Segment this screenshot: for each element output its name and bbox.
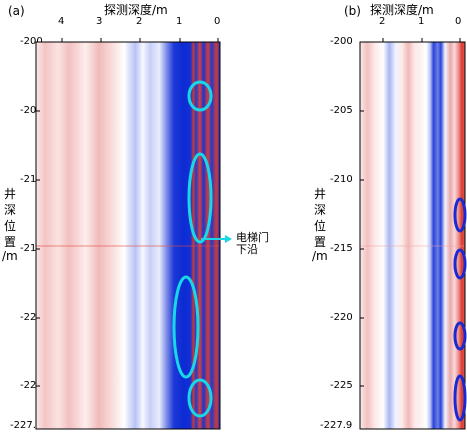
panel-b-y-tick: -227.9	[320, 420, 353, 431]
panel-a-highlight	[187, 152, 213, 244]
panel-b-y-tick: -200	[330, 36, 353, 47]
panel-a-y-tick: -225	[20, 380, 43, 391]
panel-a-x-tick-0: 0	[214, 16, 221, 27]
panel-b-y-ticks	[360, 41, 364, 387]
panel-a-y-tick: -205	[20, 105, 43, 116]
panel-a-y-tick: -227.9	[10, 420, 43, 431]
panel-a-label: (a)	[8, 4, 25, 18]
panel-a-y-title-char: 置	[4, 235, 17, 249]
panel-a-y-title-char: 井	[4, 187, 17, 201]
panel-a-y-tick: -220	[20, 312, 43, 323]
panel-b-highlight	[453, 248, 467, 280]
panel-b-highlight	[453, 197, 467, 233]
panel-a-y-title-char: /m	[2, 249, 18, 263]
panel-a-radar-image	[36, 42, 220, 429]
panel-b-x-tick-2: 2	[379, 16, 386, 27]
panel-a-y-title-char: 深	[4, 203, 17, 217]
panel-a-y-tick: -215	[20, 243, 43, 254]
panel-b-highlight	[453, 321, 467, 351]
panel-b-y-tick: -205	[330, 105, 353, 116]
panel-b-frame	[359, 41, 466, 430]
panel-b-label: (b)	[344, 4, 361, 18]
panel-b-highlight	[453, 374, 467, 422]
panel-a-x-tick-2: 2	[136, 16, 143, 27]
panel-a-highlight-ellipses	[172, 80, 213, 418]
panel-b-x-title: 探测深度/m	[370, 3, 434, 17]
panel-a-y-tick: -210	[20, 174, 43, 185]
panel-b-y-title-char: 置	[314, 235, 327, 249]
panel-a-highlight	[187, 80, 213, 112]
panel-a-y-title-char: 位	[4, 219, 17, 233]
panel-b-y-tick: -220	[330, 312, 353, 323]
panel-a-highlight	[172, 275, 200, 379]
panel-b-radar-image	[360, 42, 465, 429]
panel-b-highlight-ellipses	[453, 197, 467, 422]
panel-b-x-tick-0: 0	[455, 16, 462, 27]
panel-a-y-tick: -200	[20, 36, 43, 47]
panel-b-x-ticks	[382, 38, 461, 42]
panel-a-frame	[35, 41, 221, 430]
panel-b-y-tick: -210	[330, 174, 353, 185]
panel-a-y-ticks	[36, 41, 40, 387]
panel-b-y-title-char: /m	[312, 249, 328, 263]
panel-a-x-ticks	[61, 38, 219, 42]
panel-b-x-tick-1: 1	[418, 16, 425, 27]
panel-b-y-tick: -215	[330, 243, 353, 254]
panel-a-annotation: 电梯门 下沿	[236, 231, 269, 256]
panel-a-highlight	[187, 378, 213, 418]
annotation-arrow-head	[225, 235, 232, 243]
panel-b-y-title-char: 位	[314, 219, 327, 233]
panel-a-x-tick-4: 4	[58, 16, 65, 27]
panel-b-y-title-char: 深	[314, 203, 327, 217]
panel-a-x-tick-1: 1	[176, 16, 183, 27]
panel-b-y-tick: -225	[330, 380, 353, 391]
panel-a-x-tick-3: 3	[96, 16, 103, 27]
panel-a-x-title: 探测深度/m	[104, 3, 168, 17]
panel-b-y-title-char: 井	[314, 187, 327, 201]
